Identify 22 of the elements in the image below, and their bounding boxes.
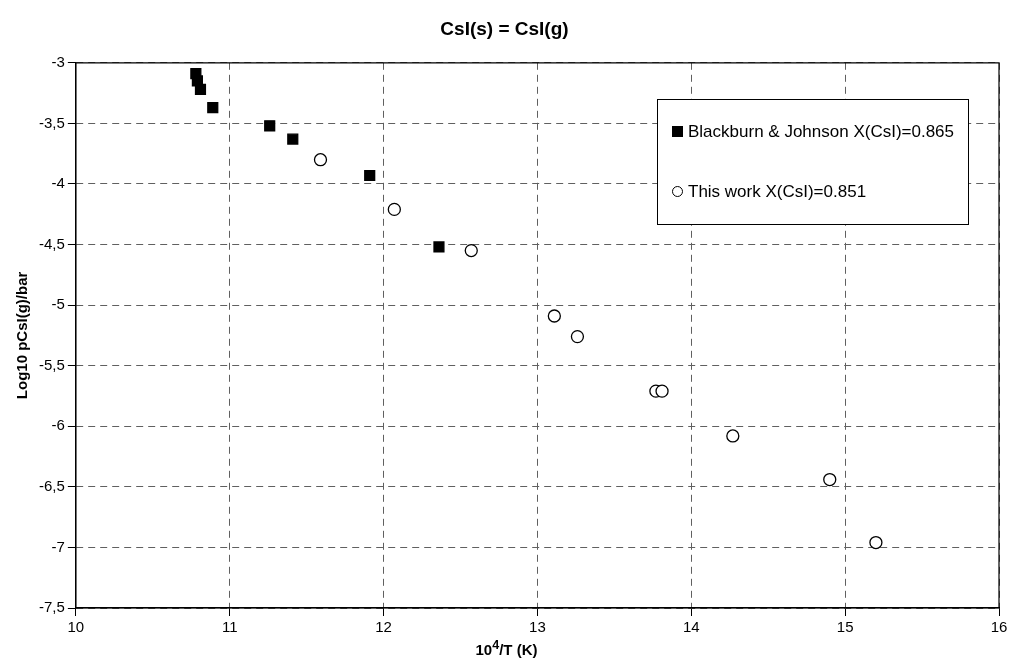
y-tick-label: -7	[51, 537, 65, 555]
legend-label: Blackburn & Johnson X(CsI)=0.865	[688, 121, 955, 142]
x-tick-label: 12	[375, 618, 392, 636]
x-tick-label: 10	[67, 618, 85, 636]
y-tick-label: -3	[51, 52, 65, 70]
chart-title: CsI(s) = CsI(g)	[440, 17, 569, 39]
y-tick-label: -3,5	[38, 113, 65, 131]
y-tick-label: -4	[51, 174, 65, 192]
x-tick-label: 16	[990, 618, 1008, 636]
legend-label: This work X(CsI)=0.851	[688, 181, 867, 202]
x-tick-label: 14	[682, 618, 700, 636]
y-axis-title: Log10 pCsI(g)/bar	[13, 271, 31, 400]
y-tick-label: -7,5	[38, 598, 65, 616]
y-tick-label: -5,5	[38, 355, 65, 373]
y-tick-label: -4,5	[38, 234, 65, 252]
x-tick-label: 13	[529, 618, 546, 636]
y-tick-label: -6,5	[38, 476, 65, 494]
x-tick-label: 15	[836, 618, 854, 636]
x-tick-label: 11	[221, 618, 238, 636]
y-tick-label: -6	[51, 416, 65, 434]
y-tick-label: -5	[51, 295, 65, 313]
x-axis-title: 10$^{4}$/T (K)	[474, 638, 539, 658]
